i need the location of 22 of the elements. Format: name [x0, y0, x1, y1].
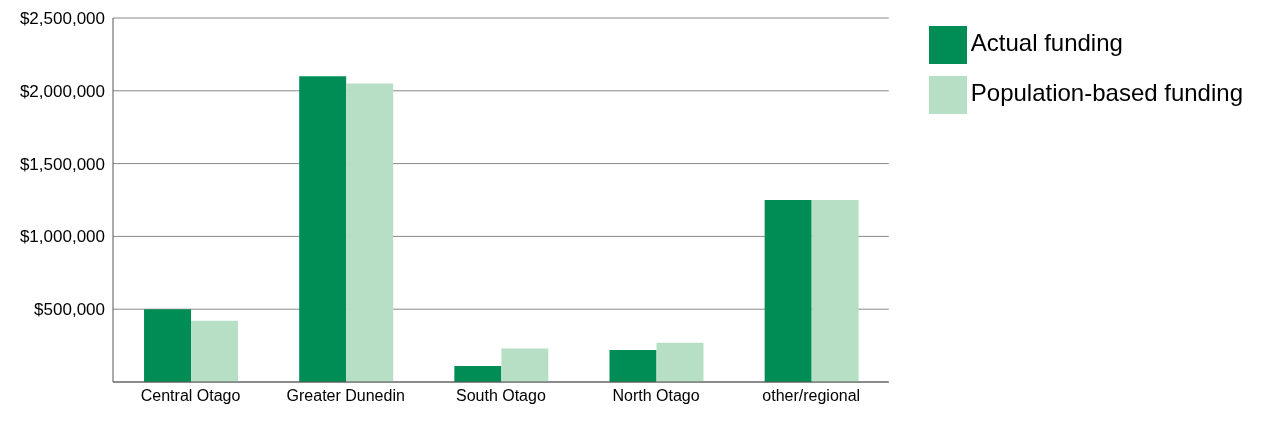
y-tick-label: $1,500,000	[19, 154, 105, 174]
y-tick-label: $2,000,000	[19, 81, 105, 101]
legend-label: Actual funding	[970, 29, 1123, 56]
x-tick-label: Central Otago	[140, 387, 241, 405]
legend-label: Population-based funding	[970, 79, 1243, 106]
bar	[609, 349, 657, 382]
y-tick-label: $1,000,000	[19, 227, 105, 247]
bar	[811, 200, 859, 382]
bar	[191, 320, 239, 382]
bar	[501, 348, 549, 382]
x-tick-label: other/regional	[762, 387, 861, 405]
bar	[764, 200, 812, 382]
bar	[346, 83, 394, 382]
x-tick-label: Greater Dunedin	[286, 387, 405, 405]
bar	[299, 76, 347, 382]
bar	[144, 309, 192, 382]
x-tick-label: North Otago	[612, 387, 700, 405]
y-tick-label: $500,000	[34, 300, 105, 320]
x-tick-label: South Otago	[455, 387, 546, 405]
y-tick-label: $2,500,000	[19, 9, 105, 29]
bar	[656, 342, 704, 382]
bar	[454, 365, 502, 382]
